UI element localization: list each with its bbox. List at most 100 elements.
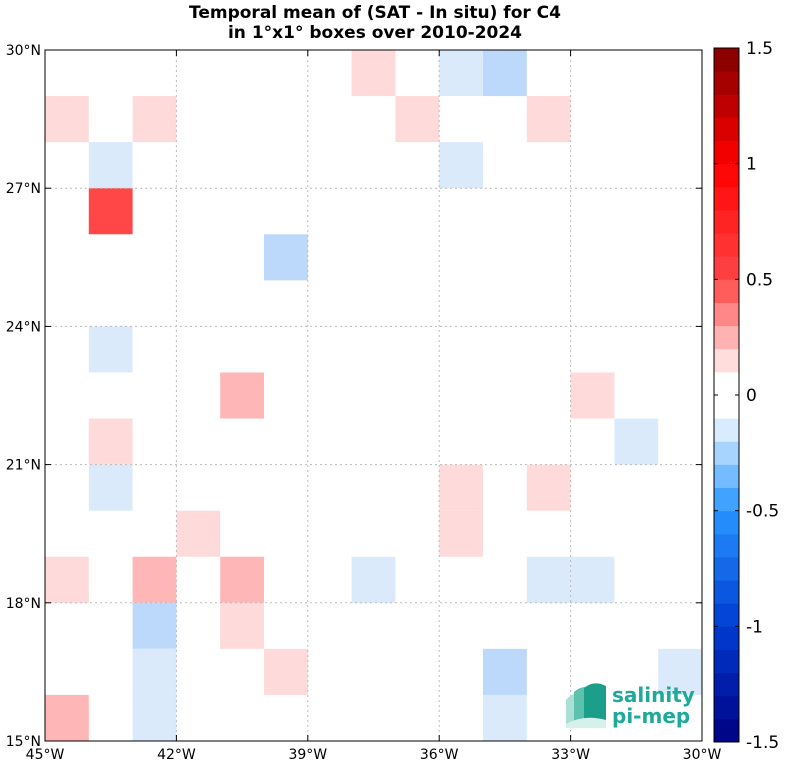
heatmap-cell	[88, 326, 133, 373]
heatmap-cell	[45, 694, 89, 741]
x-tick-label: 33°W	[551, 747, 590, 763]
colorbar-level	[714, 348, 739, 373]
colorbar-level	[714, 371, 739, 396]
chart-title: Temporal mean of (SAT - In situ) for C4 …	[189, 3, 561, 43]
heatmap-cell	[45, 96, 89, 143]
colorbar-level	[714, 695, 739, 720]
heatmap-cell	[439, 50, 483, 97]
heatmap-cell	[132, 694, 177, 741]
colorbar-level	[714, 71, 739, 95]
x-tick-label: 42°W	[157, 747, 196, 763]
heatmap-cell	[132, 96, 177, 143]
heatmap-cells	[45, 50, 702, 741]
axis-ticks	[44, 49, 703, 742]
colorbar-level	[714, 649, 739, 674]
heatmap-cell	[526, 556, 571, 603]
heatmap-cell	[483, 648, 527, 695]
colorbar-level	[714, 163, 739, 188]
colorbar-level	[714, 233, 739, 257]
heatmap-cell	[395, 96, 440, 143]
colorbar-level	[714, 140, 739, 165]
y-axis-tick-labels: 15°N 18°N 21°N 24°N 27°N 30°N	[6, 43, 41, 750]
heatmap-cell	[570, 372, 615, 419]
colorbar-level	[714, 533, 739, 558]
logo-waves-icon	[566, 683, 606, 728]
colorbar-level	[714, 279, 739, 303]
logo-text-line-1: salinity	[612, 683, 695, 707]
heatmap-cell	[439, 142, 483, 189]
grid-lines	[45, 50, 702, 741]
heatmap-cell	[570, 556, 615, 603]
heatmap-cell	[88, 418, 133, 465]
heatmap-cell	[439, 510, 483, 557]
y-tick-label: 24°N	[6, 319, 41, 335]
colorbar-tick-label: -1	[746, 617, 763, 637]
heatmap-cell	[132, 648, 177, 695]
y-tick-label: 30°N	[6, 43, 41, 59]
colorbar-tick-label: -0.5	[746, 502, 779, 522]
colorbar-tick-label: 0	[746, 386, 757, 406]
x-axis-tick-labels: 45°W 42°W 39°W 36°W 33°W 30°W	[26, 747, 722, 763]
colorbar-level	[714, 464, 739, 489]
heatmap-cell	[176, 510, 221, 557]
heatmap-cell	[88, 464, 133, 511]
heatmap-cell	[220, 602, 264, 649]
heatmap-cell	[614, 418, 659, 465]
heatmap-cell	[132, 602, 177, 649]
logo-text-line-2: pi-mep	[612, 704, 690, 728]
y-tick-label: 18°N	[6, 596, 41, 612]
heatmap-cell	[351, 50, 396, 97]
plot-frame	[44, 49, 703, 742]
heatmap-cell	[88, 188, 133, 235]
colorbar-level	[714, 209, 739, 234]
colorbar-level	[714, 418, 739, 442]
colorbar-level	[714, 302, 739, 327]
colorbar-level	[714, 94, 739, 118]
heatmap-cell	[483, 694, 527, 741]
heatmap-cell	[526, 96, 571, 143]
y-tick-label: 21°N	[6, 458, 41, 474]
x-tick-label: 39°W	[288, 747, 327, 763]
colorbar-tick-label: 1.5	[746, 39, 773, 59]
colorbar-level	[714, 117, 739, 142]
heatmap-cell	[526, 464, 571, 511]
heatmap-cell	[220, 372, 264, 419]
heatmap-cell	[264, 234, 308, 281]
y-tick-label: 27°N	[6, 181, 41, 197]
x-tick-label: 36°W	[420, 747, 459, 763]
colorbar-level	[714, 580, 739, 604]
heatmap-cell	[658, 648, 702, 695]
colorbar-level	[714, 441, 739, 465]
chart-title-line-1: Temporal mean of (SAT - In situ) for C4	[189, 3, 561, 23]
heatmap-cell	[88, 142, 133, 189]
colorbar-tick-labels: 1.5 1 0.5 0 -0.5 -1 -1.5	[746, 39, 779, 753]
heatmap-cell	[439, 464, 483, 511]
colorbar-tick-label: 1	[746, 155, 757, 175]
colorbar-level	[714, 186, 739, 211]
colorbar-level	[714, 48, 739, 72]
y-tick-label: 15°N	[6, 734, 41, 750]
heatmap-cell	[220, 556, 264, 603]
colorbar-level	[714, 487, 739, 512]
colorbar-level	[714, 256, 739, 280]
salinity-pi-mep-logo: salinity pi-mep	[566, 683, 695, 728]
chart-title-line-2: in 1°x1° boxes over 2010-2024	[228, 23, 522, 43]
colorbar-level	[714, 672, 739, 697]
colorbar-level	[714, 603, 739, 627]
colorbar-tick-label: 0.5	[746, 270, 773, 290]
colorbar-tick-label: -1.5	[746, 733, 779, 753]
heatmap-cell	[45, 556, 89, 603]
colorbar-level	[714, 556, 739, 581]
colorbar-level	[714, 395, 739, 419]
heatmap-cell	[132, 556, 177, 603]
colorbar-level	[714, 626, 739, 650]
colorbar-level	[714, 510, 739, 535]
x-tick-label: 45°W	[26, 747, 65, 763]
heatmap-cell	[264, 648, 308, 695]
colorbar	[713, 47, 740, 743]
colorbar-level	[714, 325, 739, 350]
colorbar-level	[714, 718, 739, 743]
x-tick-label: 30°W	[683, 747, 722, 763]
heatmap-cell	[483, 50, 527, 97]
